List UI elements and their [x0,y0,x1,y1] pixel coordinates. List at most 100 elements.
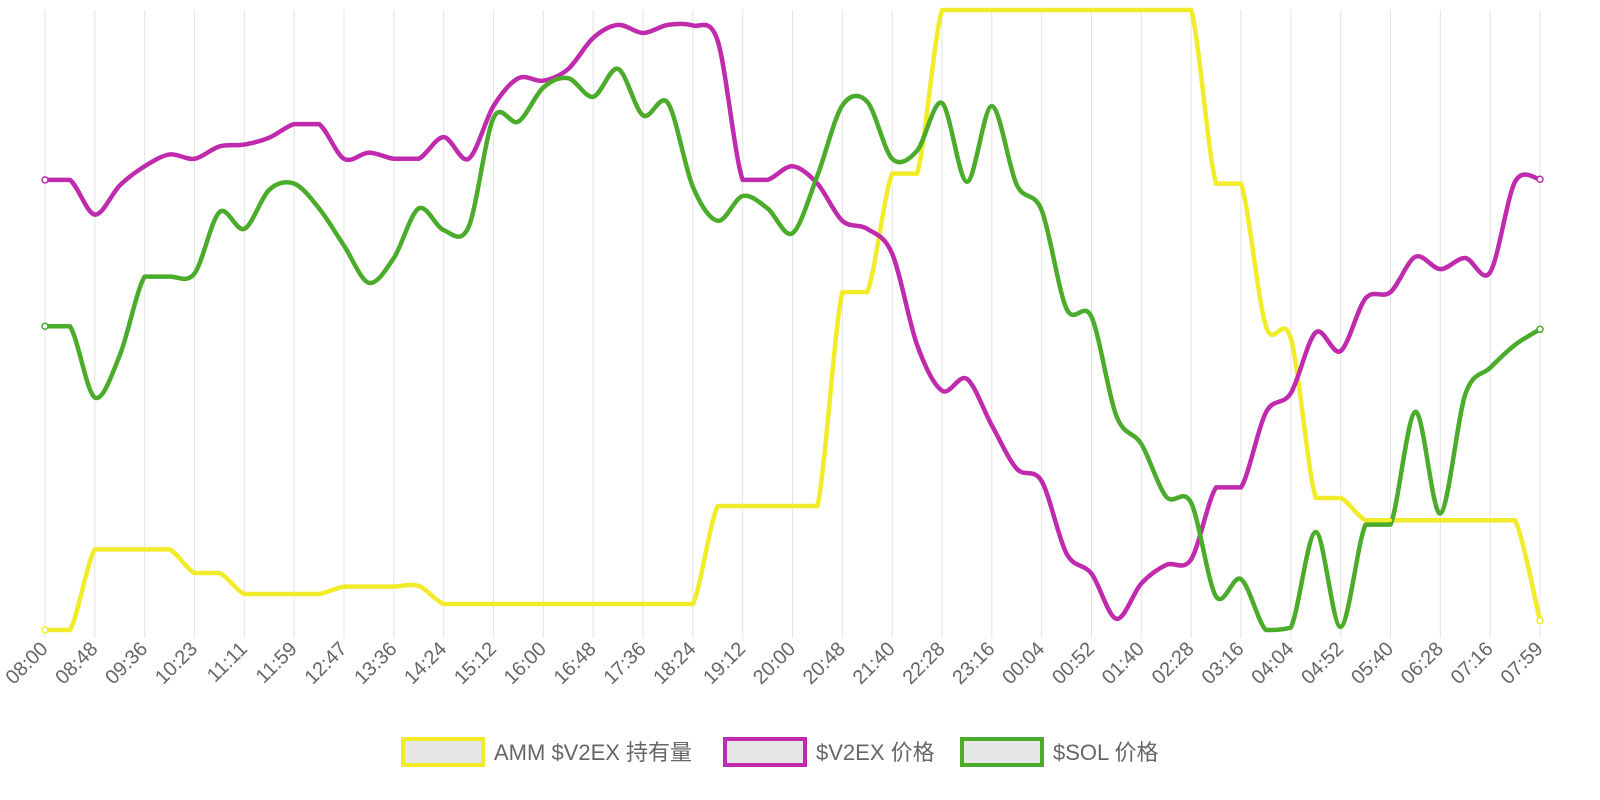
data-point [68,178,72,182]
legend-label: $SOL 价格 [1053,740,1159,765]
data-point [1114,8,1119,12]
data-point [566,602,571,606]
data-point [117,183,122,188]
data-point [317,122,321,126]
data-point [242,142,247,147]
data-point [1338,349,1343,353]
data-point [1313,530,1318,534]
data-point [591,602,596,606]
data-point [1064,306,1069,311]
data-point [167,152,172,157]
legend-item-2[interactable]: $SOL 价格 [960,737,1159,767]
data-point [367,584,371,589]
data-point [167,547,172,552]
data-point [915,342,919,347]
x-tick-label: 14:24 [400,638,451,689]
data-point [1064,8,1069,12]
x-tick-label: 19:12 [699,638,750,689]
data-point [989,104,994,108]
data-point [690,184,695,189]
data-point [1164,494,1169,499]
data-point [840,103,845,108]
data-point [616,67,620,71]
data-point [1338,496,1343,500]
data-point [890,156,895,161]
x-tick-label: 03:16 [1198,638,1249,689]
data-point [41,322,49,330]
data-point [1014,8,1019,12]
data-point [1114,616,1119,621]
data-point [466,156,471,161]
data-point [342,243,346,248]
data-point [466,602,471,606]
x-tick-label: 01:40 [1098,638,1149,689]
x-tick-label: 11:11 [203,638,252,687]
data-point [1513,342,1517,347]
legend-label: AMM $V2EX 持有量 [494,740,692,765]
data-point [1388,518,1393,523]
legend-label: $V2EX 价格 [816,740,935,765]
data-point [740,194,745,198]
data-point [217,210,222,214]
x-tick-label: 06:28 [1397,638,1448,689]
data-point [441,228,446,232]
data-point [1189,557,1194,562]
data-point [1438,518,1443,523]
legend-swatch [401,737,485,767]
x-tick-label: 08:48 [51,638,102,689]
data-point [541,602,546,606]
data-point [690,602,695,606]
x-tick-label: 11:59 [252,638,302,688]
data-point [591,36,596,40]
data-point [1014,182,1019,187]
data-point [1264,628,1268,632]
data-point [1288,625,1293,630]
data-point [117,547,122,552]
data-point [765,504,770,508]
data-point [541,78,546,83]
data-point [1388,290,1393,294]
data-point [815,181,820,186]
data-point [641,113,645,118]
x-tick-label: 08:00 [2,638,53,689]
data-point [391,256,396,260]
x-tick-label: 10:23 [151,638,202,689]
legend-item-1[interactable]: $V2EX 价格 [723,737,935,767]
data-point [1089,571,1094,576]
data-point [1513,518,1517,523]
x-tick-label: 12:47 [301,638,352,689]
data-point [915,148,919,153]
data-point [142,164,147,169]
data-point [516,119,521,124]
x-tick-label: 07:59 [1497,638,1548,689]
data-point [267,592,272,596]
legend-item-0[interactable]: AMM $V2EX 持有量 [401,737,692,767]
data-point [1513,179,1517,184]
data-point [840,218,845,223]
data-point [541,85,546,90]
data-point [516,602,521,606]
data-point [217,571,222,575]
x-tick-label: 17:36 [600,638,651,689]
data-point [616,602,620,606]
data-point [1438,511,1443,516]
data-point [890,171,895,176]
data-point [566,67,571,71]
x-tick-label: 05:40 [1347,638,1398,689]
data-point [865,290,870,294]
data-point [591,94,596,99]
data-point [790,504,795,508]
legend[interactable]: AMM $V2EX 持有量 $V2EX 价格 $SOL 价格 [401,737,1159,767]
data-point [1239,485,1243,490]
data-point [1114,414,1119,418]
data-point [1413,409,1418,414]
data-point [491,104,496,108]
data-point [342,584,346,589]
data-point [267,135,272,140]
data-point [1139,442,1144,446]
data-point [616,23,620,27]
data-point [416,206,421,211]
x-tick-label: 04:52 [1297,638,1348,689]
